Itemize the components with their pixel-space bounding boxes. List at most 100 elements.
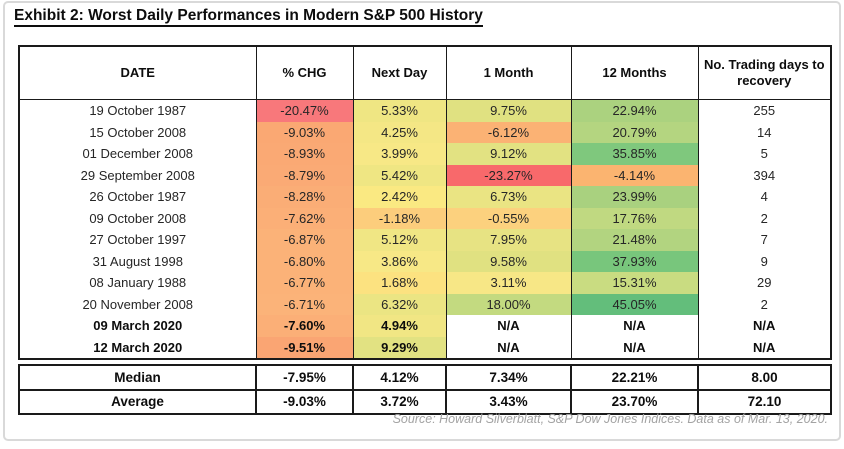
- twelve-months-cell: 37.93%: [570, 250, 699, 272]
- table-row: 01 December 2008 -8.93% 3.99% 9.12% 35.8…: [18, 143, 832, 165]
- twelve-months-cell: 21.48%: [570, 229, 699, 251]
- recovery-cell: N/A: [697, 315, 832, 337]
- date-cell: 27 October 1997: [18, 229, 257, 251]
- chg-cell: -7.95%: [255, 364, 354, 391]
- one-month-cell: 9.12%: [445, 143, 572, 165]
- chg-cell: -9.03%: [255, 121, 354, 143]
- one-month-cell: 6.73%: [445, 186, 572, 208]
- table-row: 31 August 1998 -6.80% 3.86% 9.58% 37.93%…: [18, 250, 832, 272]
- next-day-cell: 4.25%: [352, 121, 447, 143]
- table-row: 12 March 2020 -9.51% 9.29% N/A N/A N/A: [18, 336, 832, 360]
- chg-cell: -6.80%: [255, 250, 354, 272]
- median-row: Median -7.95% 4.12% 7.34% 22.21% 8.00: [18, 364, 832, 391]
- date-cell: 08 January 1988: [18, 272, 257, 294]
- table-row: 09 October 2008 -7.62% -1.18% -0.55% 17.…: [18, 207, 832, 229]
- recovery-cell: 2: [697, 207, 832, 229]
- twelve-months-cell: 22.21%: [570, 364, 699, 391]
- next-day-cell: 6.32%: [352, 293, 447, 315]
- recovery-cell: 5: [697, 143, 832, 165]
- one-month-cell: 3.43%: [445, 388, 572, 415]
- table-row: 09 March 2020 -7.60% 4.94% N/A N/A N/A: [18, 315, 832, 337]
- col-header-recovery: No. Trading days to recovery: [697, 45, 832, 100]
- next-day-cell: 3.99%: [352, 143, 447, 165]
- table-row: 26 October 1987 -8.28% 2.42% 6.73% 23.99…: [18, 186, 832, 208]
- one-month-cell: 7.34%: [445, 364, 572, 391]
- chg-cell: -6.87%: [255, 229, 354, 251]
- date-cell: 31 August 1998: [18, 250, 257, 272]
- summary-label: Median: [18, 364, 257, 391]
- twelve-months-cell: -4.14%: [570, 164, 699, 186]
- twelve-months-cell: 15.31%: [570, 272, 699, 294]
- one-month-cell: 18.00%: [445, 293, 572, 315]
- chg-cell: -20.47%: [255, 99, 354, 122]
- twelve-months-cell: 23.99%: [570, 186, 699, 208]
- date-cell: 26 October 1987: [18, 186, 257, 208]
- twelve-months-cell: 17.76%: [570, 207, 699, 229]
- one-month-cell: -0.55%: [445, 207, 572, 229]
- recovery-cell: 72.10: [697, 388, 832, 415]
- chg-cell: -7.62%: [255, 207, 354, 229]
- next-day-cell: 5.33%: [352, 99, 447, 122]
- col-header-date: DATE: [18, 45, 257, 100]
- table-row: 20 November 2008 -6.71% 6.32% 18.00% 45.…: [18, 293, 832, 315]
- next-day-cell: -1.18%: [352, 207, 447, 229]
- page-title: Exhibit 2: Worst Daily Performances in M…: [14, 7, 483, 27]
- twelve-months-cell: N/A: [570, 315, 699, 337]
- next-day-cell: 4.94%: [352, 315, 447, 337]
- next-day-cell: 1.68%: [352, 272, 447, 294]
- summary-label: Average: [18, 388, 257, 415]
- col-header-one-month: 1 Month: [445, 45, 572, 100]
- next-day-cell: 3.72%: [352, 388, 447, 415]
- twelve-months-cell: 20.79%: [570, 121, 699, 143]
- source-note: Source: Howard Silverblatt, S&P Dow Jone…: [392, 412, 828, 426]
- recovery-cell: 8.00: [697, 364, 832, 391]
- one-month-cell: -6.12%: [445, 121, 572, 143]
- one-month-cell: N/A: [445, 336, 572, 360]
- chg-cell: -9.51%: [255, 336, 354, 360]
- date-cell: 01 December 2008: [18, 143, 257, 165]
- one-month-cell: -23.27%: [445, 164, 572, 186]
- col-header-chg: % CHG: [255, 45, 354, 100]
- table-row: 15 October 2008 -9.03% 4.25% -6.12% 20.7…: [18, 121, 832, 143]
- next-day-cell: 5.42%: [352, 164, 447, 186]
- recovery-cell: 9: [697, 250, 832, 272]
- chg-cell: -8.93%: [255, 143, 354, 165]
- one-month-cell: N/A: [445, 315, 572, 337]
- chg-cell: -9.03%: [255, 388, 354, 415]
- summary-table: Median -7.95% 4.12% 7.34% 22.21% 8.00 Av…: [18, 364, 832, 415]
- table-row: 29 September 2008 -8.79% 5.42% -23.27% -…: [18, 164, 832, 186]
- recovery-cell: 7: [697, 229, 832, 251]
- date-cell: 09 October 2008: [18, 207, 257, 229]
- table-row: 08 January 1988 -6.77% 1.68% 3.11% 15.31…: [18, 272, 832, 294]
- recovery-cell: 29: [697, 272, 832, 294]
- recovery-cell: 14: [697, 121, 832, 143]
- date-cell: 09 March 2020: [18, 315, 257, 337]
- one-month-cell: 3.11%: [445, 272, 572, 294]
- recovery-cell: 255: [697, 99, 832, 122]
- chg-cell: -8.28%: [255, 186, 354, 208]
- twelve-months-cell: N/A: [570, 336, 699, 360]
- chg-cell: -6.71%: [255, 293, 354, 315]
- twelve-months-cell: 45.05%: [570, 293, 699, 315]
- chg-cell: -6.77%: [255, 272, 354, 294]
- date-cell: 29 September 2008: [18, 164, 257, 186]
- one-month-cell: 9.58%: [445, 250, 572, 272]
- performance-table: DATE % CHG Next Day 1 Month 12 Months No…: [18, 45, 832, 360]
- date-cell: 12 March 2020: [18, 336, 257, 360]
- recovery-cell: 4: [697, 186, 832, 208]
- date-cell: 19 October 1987: [18, 99, 257, 122]
- chg-cell: -7.60%: [255, 315, 354, 337]
- date-cell: 15 October 2008: [18, 121, 257, 143]
- next-day-cell: 2.42%: [352, 186, 447, 208]
- twelve-months-cell: 23.70%: [570, 388, 699, 415]
- table-row: 27 October 1997 -6.87% 5.12% 7.95% 21.48…: [18, 229, 832, 251]
- next-day-cell: 9.29%: [352, 336, 447, 360]
- date-cell: 20 November 2008: [18, 293, 257, 315]
- chg-cell: -8.79%: [255, 164, 354, 186]
- one-month-cell: 7.95%: [445, 229, 572, 251]
- next-day-cell: 4.12%: [352, 364, 447, 391]
- col-header-next-day: Next Day: [352, 45, 447, 100]
- recovery-cell: 2: [697, 293, 832, 315]
- average-row: Average -9.03% 3.72% 3.43% 23.70% 72.10: [18, 388, 832, 415]
- twelve-months-cell: 35.85%: [570, 143, 699, 165]
